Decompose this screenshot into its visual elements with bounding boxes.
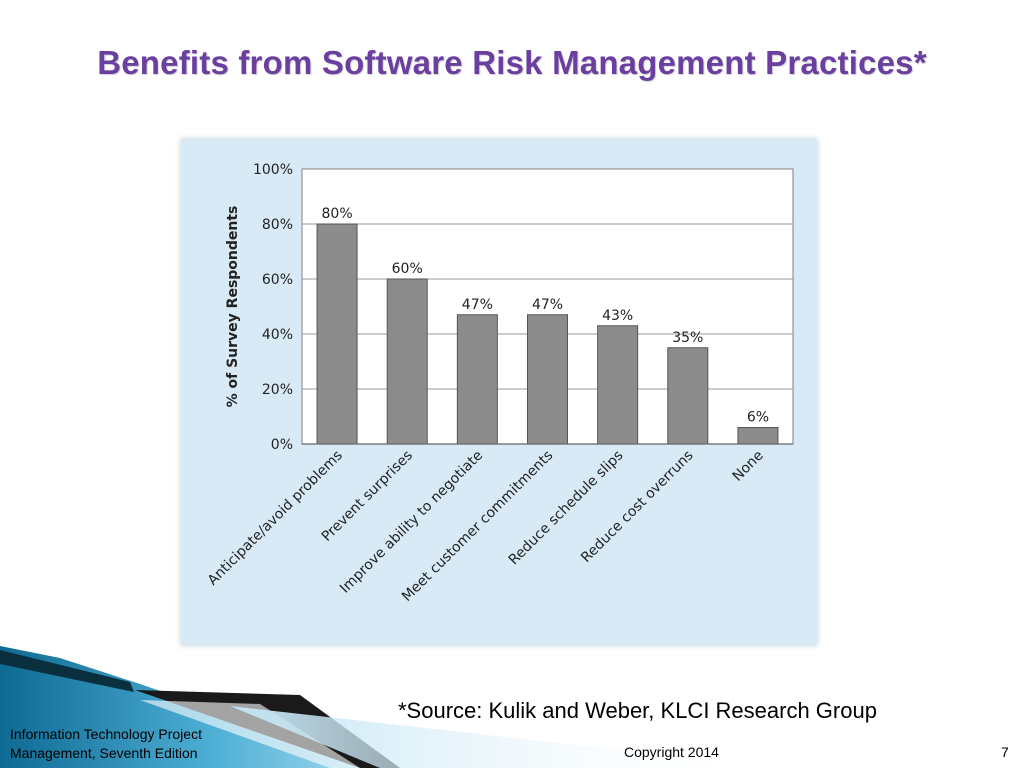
page-number: 7 [1001, 744, 1009, 760]
bar [316, 223, 358, 445]
x-category-label: Anticipate/avoid problems [205, 448, 346, 589]
bar [667, 347, 709, 445]
x-category-label: None [730, 448, 767, 485]
footer-edition: Information Technology Project Managemen… [10, 725, 202, 763]
bar-chart: 0% 20% 40% 60% 80% 100% % of Survey Respondent… [205, 162, 794, 605]
x-category-label: Reduce schedule slips [506, 448, 627, 569]
bar [737, 427, 779, 445]
y-tick-label: 0% [271, 437, 293, 453]
decorative-swoosh [0, 646, 780, 768]
y-tick-label: 20% [262, 382, 293, 398]
y-tick-label: 60% [262, 272, 293, 288]
bar-value-label: 80% [322, 206, 353, 222]
bar [597, 325, 639, 445]
bar-value-label: 35% [672, 330, 703, 346]
y-axis-label: % of Survey Respondents [225, 206, 241, 408]
slide-title: Benefits from Software Risk Management P… [97, 44, 927, 81]
x-category-label: Meet customer commitments [399, 448, 556, 605]
bar-value-label: 60% [392, 261, 423, 277]
bar [386, 278, 428, 445]
bar-value-label: 6% [747, 410, 769, 426]
y-tick-label: 100% [253, 162, 293, 178]
chart-panel: 0% 20% 40% 60% 80% 100% % of Survey Respondent… [181, 139, 817, 645]
y-tick-label: 80% [262, 217, 293, 233]
footer-copyright: Copyright 2014 [624, 744, 719, 760]
bar-value-label: 47% [532, 297, 563, 313]
footer-line-1: Information Technology Project [10, 726, 202, 742]
bar [456, 314, 498, 445]
bar-value-label: 47% [462, 297, 493, 313]
bar [527, 314, 568, 445]
x-category-label: Improve ability to negotiate [337, 448, 486, 597]
y-tick-label: 40% [262, 327, 293, 343]
footer-line-2: Management, Seventh Edition [10, 745, 198, 761]
x-category-label: Reduce cost overruns [578, 448, 696, 566]
source-note: *Source: Kulik and Weber, KLCI Research … [398, 698, 877, 723]
bar-value-label: 43% [602, 308, 633, 324]
